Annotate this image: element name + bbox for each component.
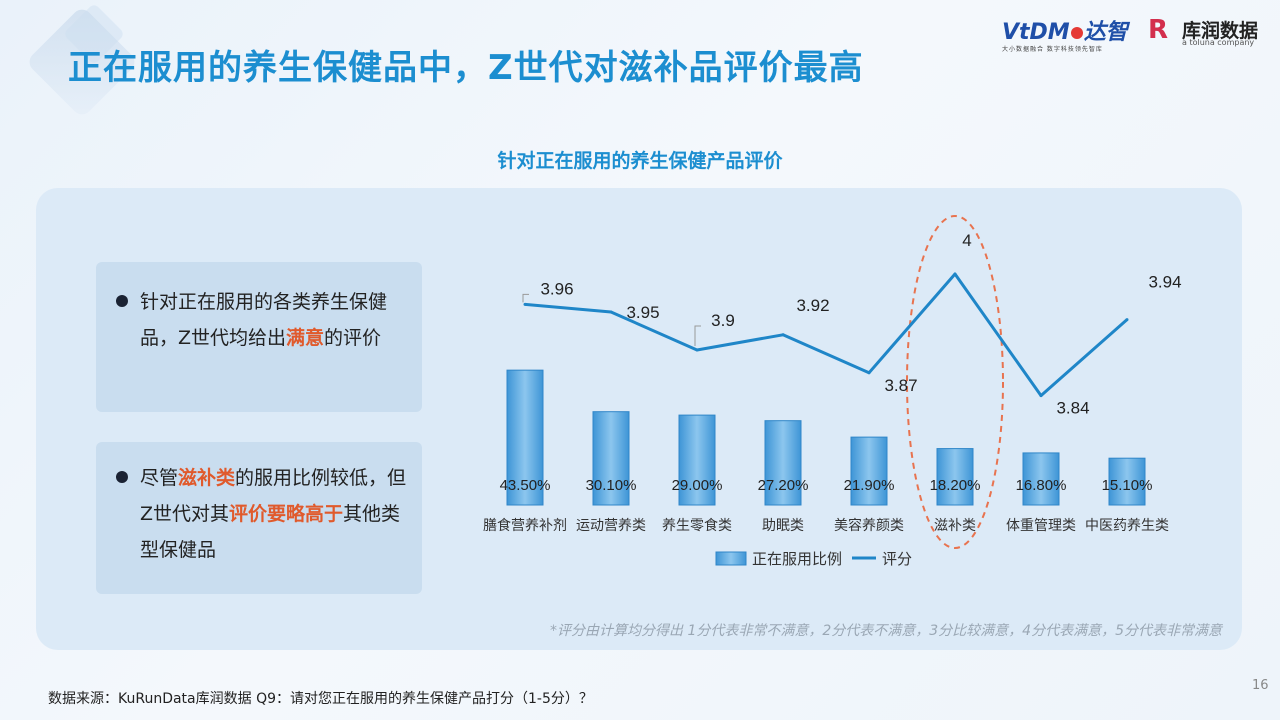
bar-data-label: 21.90%: [844, 477, 895, 494]
bar: [1108, 457, 1146, 506]
bar: [764, 420, 802, 506]
x-tick-label: 养生零食类: [662, 517, 732, 533]
bar-data-label: 18.20%: [930, 477, 981, 494]
x-tick-label: 膳食营养补剂: [483, 517, 567, 533]
footnote: *评分由计算均分得出 1分代表非常不满意，2分代表不满意，3分比较满意，4分代表…: [550, 623, 1222, 639]
kurun-logo-sub: a toluna company: [1182, 38, 1255, 47]
data-source: 数据来源：KuRunData库润数据 Q9：请对您正在服用的养生保健产品打分（1…: [48, 691, 593, 707]
line-data-label: 3.84: [1056, 399, 1089, 418]
score-point: [1125, 318, 1129, 322]
highlight-text: 滋补类: [178, 467, 236, 489]
vtdm-logo-tagline: 大小数据融合 数字科技领先智库: [1002, 46, 1103, 53]
bar-data-label: 16.80%: [1016, 477, 1067, 494]
bar-data-label: 15.10%: [1102, 477, 1153, 494]
x-tick-label: 中医药养生类: [1085, 517, 1169, 533]
chart-title: 针对正在服用的养生保健产品评价: [497, 150, 783, 172]
x-tick-label: 体重管理类: [1006, 517, 1076, 533]
label-leader-line: [522, 293, 529, 303]
legend-bar-swatch: [715, 551, 747, 566]
page-number: 16: [1252, 678, 1269, 693]
score-point: [523, 302, 527, 306]
line-data-label: 3.92: [796, 296, 829, 315]
vtdm-logo-cn: 达智: [1083, 20, 1128, 45]
note-text: 的评价: [324, 327, 382, 349]
page-title: 正在服用的养生保健品中，Z世代对滋补品评价最高: [68, 48, 864, 88]
note-text: 其他类型保健品: [140, 503, 401, 561]
bar: [592, 411, 630, 506]
kurun-logo-name: 库润数据: [1182, 20, 1259, 42]
insight-text-1: 针对正在服用的各类养生保健品，Z世代均给出满意的评价: [140, 284, 410, 356]
score-point: [1039, 394, 1043, 398]
bar-data-label: 30.10%: [586, 477, 637, 494]
legend-label-line: 评分: [882, 551, 912, 568]
legend-label-bars: 正在服用比例: [752, 551, 842, 568]
x-tick-label: 美容养颜类: [834, 517, 904, 533]
label-leader-line: [694, 325, 701, 346]
vtdm-logo-latin: VtDM: [1002, 20, 1070, 45]
bar-data-label: 27.20%: [758, 477, 809, 494]
line-data-label: 3.95: [626, 303, 659, 322]
bullet-icon: [116, 471, 128, 483]
x-tick-label: 滋补类: [934, 517, 976, 533]
insight-box-1: 针对正在服用的各类养生保健品，Z世代均给出满意的评价: [96, 262, 422, 412]
score-line: [524, 272, 1128, 398]
score-point: [695, 348, 699, 352]
note-text: 尽管: [140, 467, 179, 489]
logo-dot-icon: [1070, 27, 1083, 39]
highlight-text: 满意: [286, 327, 325, 349]
score-point: [609, 310, 613, 314]
bar-data-label: 43.50%: [500, 477, 551, 494]
bullet-icon: [116, 295, 128, 307]
line-data-label: 3.9: [711, 311, 735, 330]
score-point: [953, 272, 957, 276]
line-data-label: 3.96: [540, 279, 573, 298]
x-tick-label: 运动营养类: [576, 517, 646, 533]
bar: [678, 414, 716, 506]
bar: [850, 436, 888, 506]
bar: [506, 369, 544, 506]
vtdm-logo: VtDM 达智 大小数据融合 数字科技领先智库: [1002, 14, 1138, 53]
bar: [1022, 452, 1060, 506]
x-tick-label: 助眠类: [762, 517, 804, 533]
score-point: [781, 333, 785, 337]
line-data-label: 3.94: [1148, 273, 1181, 292]
line-data-label: 3.87: [884, 376, 917, 395]
bar-line-chart: 43.50% 30.10% 29.00% 27.20% 21.90% 18.20% 16.8…: [483, 215, 1182, 568]
insight-text-2: 尽管滋补类的服用比例较低，但Z世代对其评价要略高于其他类型保健品: [140, 460, 410, 568]
line-data-label: 4: [962, 231, 971, 250]
highlight-text: 评价要略高于: [229, 503, 344, 525]
score-point: [867, 371, 871, 375]
note-text: 的服用比例较低，但Z世代对其: [140, 467, 407, 525]
highlight-ellipse: [906, 215, 1004, 549]
bar-data-label: 29.00%: [672, 477, 723, 494]
note-text: 针对正在服用的各类养生保健品，Z世代均给出: [140, 291, 388, 349]
kurun-logo-mark: R: [1148, 15, 1169, 45]
insight-box-2: 尽管滋补类的服用比例较低，但Z世代对其评价要略高于其他类型保健品: [96, 442, 422, 594]
bar: [936, 448, 974, 506]
kurun-logo: R 库润数据 a toluna company: [1148, 14, 1272, 50]
